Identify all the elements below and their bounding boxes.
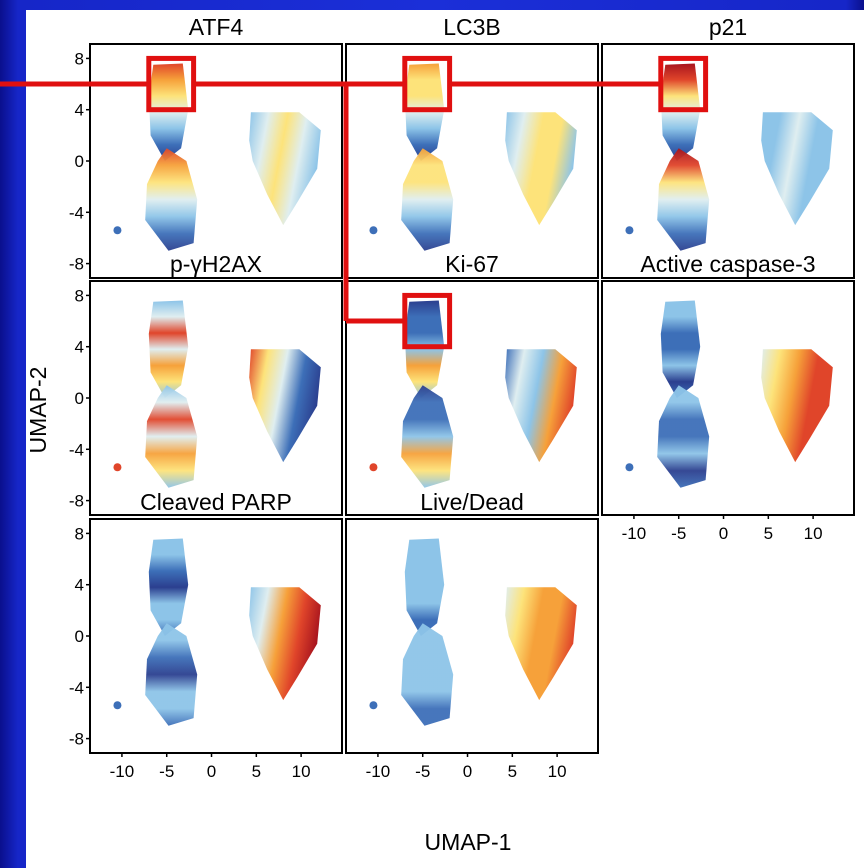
right-cluster xyxy=(761,349,833,463)
lower-left-cluster xyxy=(145,385,198,488)
outlier-cluster xyxy=(369,701,378,710)
y-tick-label: 0 xyxy=(75,152,84,171)
outlier-cluster xyxy=(369,463,378,472)
x-tick-label: 5 xyxy=(252,762,261,781)
x-tick-label: 10 xyxy=(292,762,311,781)
upper-left-cluster xyxy=(660,300,701,398)
right-cluster xyxy=(505,587,577,701)
lower-left-cluster xyxy=(401,148,454,251)
x-tick-label: 0 xyxy=(463,762,472,781)
y-tick-label: 4 xyxy=(75,576,84,595)
upper-left-cluster xyxy=(404,538,445,636)
outlier-cluster xyxy=(625,463,634,472)
y-tick-label: 0 xyxy=(75,627,84,646)
upper-left-cluster xyxy=(148,63,189,161)
right-cluster xyxy=(249,349,321,463)
x-tick-label: 0 xyxy=(207,762,216,781)
y-tick-label: -8 xyxy=(69,492,84,511)
x-tick-label: 10 xyxy=(804,524,823,543)
lower-left-cluster xyxy=(401,385,454,488)
x-tick-label: -10 xyxy=(366,762,391,781)
x-tick-label: 10 xyxy=(548,762,567,781)
upper-left-cluster xyxy=(148,300,189,398)
panel-title: p-γH2AX xyxy=(170,251,262,277)
x-tick-label: -5 xyxy=(159,762,174,781)
x-tick-label: -10 xyxy=(622,524,647,543)
y-tick-label: -8 xyxy=(69,730,84,749)
outlier-cluster xyxy=(369,226,378,235)
x-tick-label: -5 xyxy=(415,762,430,781)
right-cluster xyxy=(505,112,577,226)
lower-left-cluster xyxy=(145,623,198,726)
y-tick-label: 4 xyxy=(75,101,84,120)
lower-left-cluster xyxy=(145,148,198,251)
lower-left-cluster xyxy=(657,385,710,488)
panel-title: Live/Dead xyxy=(420,489,524,515)
upper-left-cluster xyxy=(404,63,445,161)
y-tick-label: 8 xyxy=(75,286,84,305)
y-tick-label: 4 xyxy=(75,338,84,357)
y-tick-label: 8 xyxy=(75,524,84,543)
y-tick-label: -4 xyxy=(69,440,84,459)
panel-title: p21 xyxy=(709,14,747,40)
right-cluster xyxy=(249,112,321,226)
y-tick-label: 0 xyxy=(75,389,84,408)
panel-title: Active caspase-3 xyxy=(640,251,815,277)
x-tick-label: 5 xyxy=(764,524,773,543)
y-axis-label: UMAP-2 xyxy=(25,367,51,454)
outlier-cluster xyxy=(113,701,122,710)
panel-title: ATF4 xyxy=(189,14,244,40)
right-cluster xyxy=(761,112,833,226)
y-tick-label: -4 xyxy=(69,678,84,697)
right-cluster xyxy=(249,587,321,701)
outlier-cluster xyxy=(113,226,122,235)
lower-left-cluster xyxy=(401,623,454,726)
upper-left-cluster xyxy=(660,63,701,161)
x-axis-label: UMAP-1 xyxy=(425,829,512,855)
outlier-cluster xyxy=(113,463,122,472)
upper-left-cluster xyxy=(148,538,189,636)
y-tick-label: 8 xyxy=(75,49,84,68)
x-tick-label: 0 xyxy=(719,524,728,543)
y-tick-label: -8 xyxy=(69,255,84,274)
right-cluster xyxy=(505,349,577,463)
outlier-cluster xyxy=(625,226,634,235)
upper-left-cluster xyxy=(404,300,445,398)
lower-left-cluster xyxy=(657,148,710,251)
x-tick-label: -5 xyxy=(671,524,686,543)
x-tick-label: -10 xyxy=(110,762,135,781)
panel-title: Ki-67 xyxy=(445,251,499,277)
y-tick-label: -4 xyxy=(69,203,84,222)
panel-title: Cleaved PARP xyxy=(140,489,292,515)
panel-title: LC3B xyxy=(443,14,501,40)
x-tick-label: 5 xyxy=(508,762,517,781)
